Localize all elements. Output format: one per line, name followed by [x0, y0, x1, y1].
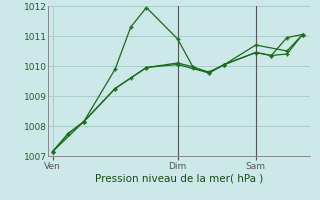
X-axis label: Pression niveau de la mer( hPa ): Pression niveau de la mer( hPa ) — [95, 173, 263, 183]
